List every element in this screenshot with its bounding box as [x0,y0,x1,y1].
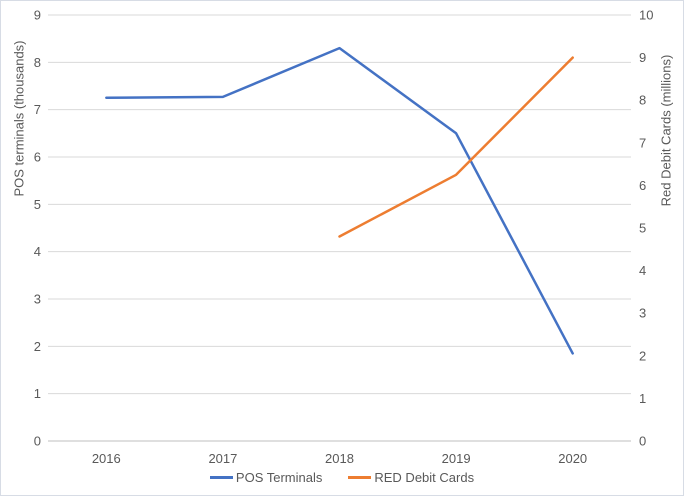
right-axis-tick-label: 4 [639,263,646,278]
legend-label-red-debit-cards: RED Debit Cards [374,470,475,485]
legend-item-red-debit-cards: RED Debit Cards [348,470,474,485]
left-axis-tick-label: 0 [34,434,41,449]
pos-terminals-line-swatch [209,476,233,479]
x-axis-tick-label: 2018 [325,451,354,466]
left-axis-tick-label: 5 [34,197,41,212]
series-line-red-debit-cards [338,56,574,238]
left-axis-tick-label: 3 [34,292,41,307]
left-axis-tick-label: 1 [34,386,41,401]
left-axis-tick-label: 6 [34,150,41,165]
left-axis-tick-label: 4 [34,244,41,259]
right-axis-tick-label: 3 [639,306,646,321]
legend-label-pos-terminals: POS Terminals [235,470,323,485]
right-axis-tick-label: 10 [639,8,653,23]
x-axis-tick-label: 2017 [208,451,237,466]
right-axis-tick-label: 2 [639,348,646,363]
right-axis-tick-label: 5 [639,221,646,236]
right-axis-tick-label: 1 [639,391,646,406]
series-line-pos-terminals [105,46,574,355]
legend: POS Terminals RED Debit Cards [1,470,683,485]
red-debit-cards-line-swatch [348,476,372,479]
left-axis-tick-label: 2 [34,339,41,354]
x-axis-tick-label: 2019 [442,451,471,466]
right-axis-tick-label: 7 [639,135,646,150]
left-axis-tick-label: 8 [34,55,41,70]
right-axis-tick-label: 0 [639,434,646,449]
left-axis-tick-label: 7 [34,102,41,117]
legend-item-pos-terminals: POS Terminals [209,470,323,485]
x-axis-tick-label: 2016 [92,451,121,466]
right-axis-tick-label: 6 [639,178,646,193]
right-axis-tick-label: 8 [639,93,646,108]
left-axis-tick-label: 9 [34,8,41,23]
x-axis-tick-label: 2020 [558,451,587,466]
right-axis-tick-label: 9 [639,50,646,65]
